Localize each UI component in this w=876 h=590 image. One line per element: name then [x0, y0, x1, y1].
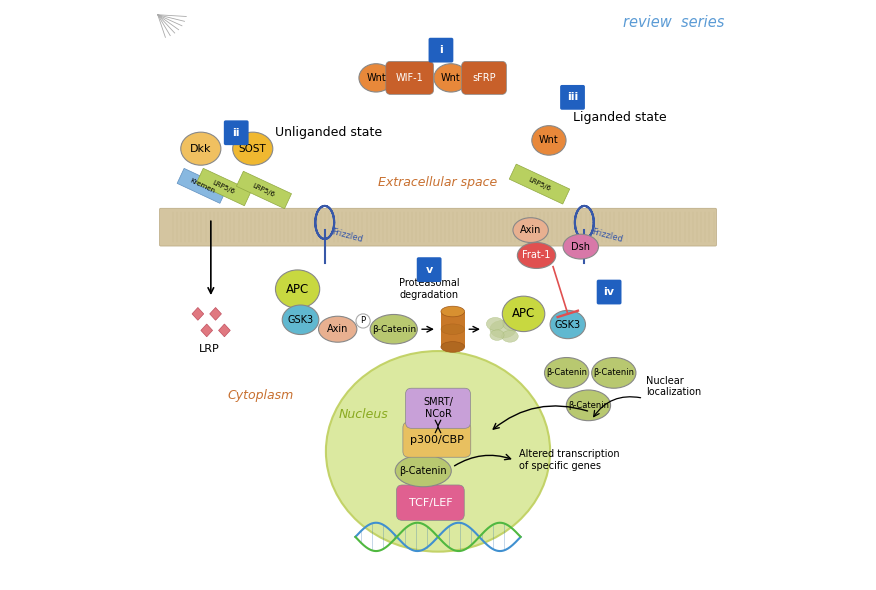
Text: sFRP: sFRP	[472, 73, 496, 83]
Text: Kremen: Kremen	[188, 178, 215, 194]
Text: GSK3: GSK3	[555, 320, 581, 329]
Ellipse shape	[545, 358, 589, 388]
FancyBboxPatch shape	[417, 257, 442, 282]
Text: Nucleus: Nucleus	[338, 408, 388, 421]
Polygon shape	[192, 307, 204, 320]
Ellipse shape	[319, 316, 357, 342]
Ellipse shape	[490, 320, 516, 338]
Text: Axin: Axin	[520, 225, 541, 235]
Text: iii: iii	[567, 93, 578, 102]
Text: Frat-1: Frat-1	[522, 251, 551, 260]
Polygon shape	[177, 168, 227, 204]
Text: APC: APC	[286, 283, 309, 296]
Ellipse shape	[502, 296, 545, 332]
Polygon shape	[201, 324, 213, 337]
Text: SOST: SOST	[239, 144, 266, 153]
Ellipse shape	[502, 316, 522, 330]
Polygon shape	[219, 324, 230, 337]
Ellipse shape	[490, 330, 504, 340]
Text: β-Catenin: β-Catenin	[371, 324, 416, 334]
Ellipse shape	[282, 305, 319, 335]
FancyBboxPatch shape	[406, 388, 470, 428]
Ellipse shape	[356, 314, 371, 328]
Polygon shape	[509, 164, 569, 204]
Text: GSK3: GSK3	[287, 315, 314, 324]
Text: TCF/LEF: TCF/LEF	[408, 498, 452, 507]
Text: Dsh: Dsh	[571, 242, 590, 251]
FancyBboxPatch shape	[428, 38, 454, 63]
FancyBboxPatch shape	[159, 208, 717, 246]
Text: LRP5/6: LRP5/6	[527, 176, 552, 192]
Ellipse shape	[513, 218, 548, 242]
Ellipse shape	[550, 310, 585, 339]
Text: LRP: LRP	[199, 345, 220, 354]
Text: Wnt: Wnt	[366, 73, 386, 83]
FancyBboxPatch shape	[224, 120, 249, 145]
FancyBboxPatch shape	[560, 85, 585, 110]
Polygon shape	[237, 171, 292, 209]
Ellipse shape	[518, 242, 555, 268]
Text: Frizzled: Frizzled	[590, 228, 624, 244]
Ellipse shape	[180, 132, 221, 165]
FancyBboxPatch shape	[403, 422, 470, 457]
Polygon shape	[441, 312, 464, 347]
Ellipse shape	[563, 234, 598, 259]
Text: β-Catenin: β-Catenin	[399, 466, 447, 476]
Text: Extracellular space: Extracellular space	[378, 176, 498, 189]
Ellipse shape	[434, 64, 468, 92]
Text: Nuclear
localization: Nuclear localization	[646, 376, 701, 397]
Text: Axin: Axin	[327, 324, 349, 334]
Ellipse shape	[566, 390, 611, 421]
Text: Altered transcription
of specific genes: Altered transcription of specific genes	[519, 449, 620, 471]
Ellipse shape	[532, 126, 566, 155]
Text: Unliganded state: Unliganded state	[275, 126, 383, 139]
Ellipse shape	[441, 342, 464, 352]
Text: Cytoplasm: Cytoplasm	[228, 389, 294, 402]
Text: p300/CBP: p300/CBP	[410, 435, 463, 444]
Text: v: v	[426, 265, 433, 274]
Text: Wnt: Wnt	[442, 73, 461, 83]
Text: WIF-1: WIF-1	[396, 73, 424, 83]
Text: SMRT/
NCoR: SMRT/ NCoR	[423, 398, 453, 419]
Text: β-Catenin: β-Catenin	[568, 401, 609, 410]
Ellipse shape	[502, 330, 519, 342]
Polygon shape	[209, 307, 222, 320]
FancyBboxPatch shape	[385, 61, 434, 94]
Text: LRP5/6: LRP5/6	[212, 179, 236, 195]
Text: Liganded state: Liganded state	[573, 112, 667, 124]
Text: Proteasomal
degradation: Proteasomal degradation	[399, 278, 460, 300]
FancyBboxPatch shape	[462, 61, 506, 94]
Text: β-Catenin: β-Catenin	[593, 368, 634, 378]
Text: Dkk: Dkk	[190, 144, 212, 153]
Ellipse shape	[359, 64, 393, 92]
FancyBboxPatch shape	[397, 485, 464, 520]
Ellipse shape	[441, 324, 464, 335]
Text: review  series: review series	[623, 15, 724, 30]
Text: Frizzled: Frizzled	[330, 228, 364, 244]
FancyBboxPatch shape	[597, 280, 621, 304]
Text: iv: iv	[604, 287, 615, 297]
Ellipse shape	[275, 270, 320, 309]
Text: LRP5/6: LRP5/6	[251, 182, 276, 198]
Text: Wnt: Wnt	[539, 136, 559, 145]
Ellipse shape	[233, 132, 272, 165]
Ellipse shape	[441, 306, 464, 317]
Ellipse shape	[486, 317, 504, 330]
Text: ii: ii	[232, 128, 240, 137]
Ellipse shape	[371, 314, 417, 344]
Ellipse shape	[326, 351, 550, 552]
Text: β-Catenin: β-Catenin	[546, 368, 587, 378]
Text: P: P	[361, 316, 365, 326]
Text: i: i	[439, 45, 443, 55]
Text: APC: APC	[512, 307, 535, 320]
Ellipse shape	[395, 455, 451, 487]
Polygon shape	[196, 168, 251, 206]
Ellipse shape	[591, 358, 636, 388]
